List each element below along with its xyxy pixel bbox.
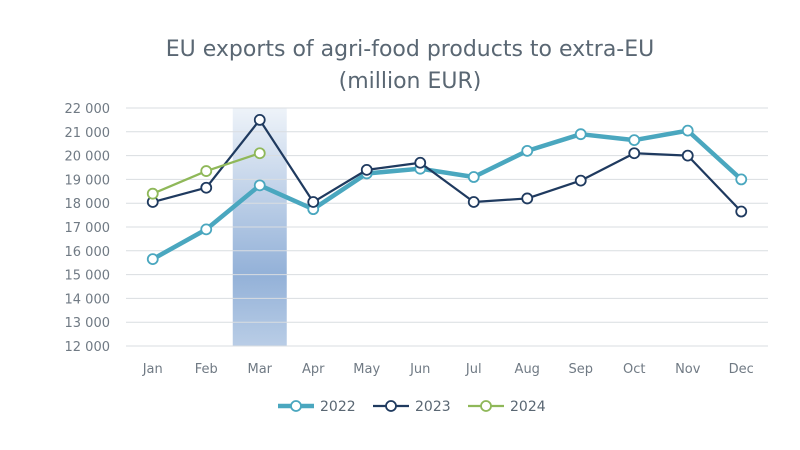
x-tick-label: Jul bbox=[465, 362, 482, 377]
legend-item-2022: 2022 bbox=[278, 399, 356, 415]
legend-swatch-marker bbox=[480, 400, 492, 412]
x-tick-label: Apr bbox=[302, 362, 325, 377]
x-tick-label: Nov bbox=[675, 362, 701, 377]
data-point bbox=[467, 171, 480, 183]
data-point bbox=[681, 124, 694, 137]
chart-subtitle: (million EUR) bbox=[339, 69, 482, 94]
y-tick-label: 13 000 bbox=[65, 316, 111, 331]
data-point bbox=[307, 196, 320, 208]
legend-label: 2022 bbox=[320, 399, 356, 415]
data-point bbox=[628, 134, 641, 147]
y-tick-label: 21 000 bbox=[65, 126, 111, 141]
data-point bbox=[414, 156, 427, 169]
y-tick-label: 15 000 bbox=[65, 269, 111, 284]
legend-item-2024: 2024 bbox=[468, 399, 546, 415]
data-point bbox=[253, 114, 266, 126]
legend-item-2023: 2023 bbox=[373, 399, 451, 415]
y-tick-label: 19 000 bbox=[65, 173, 111, 188]
x-tick-label: May bbox=[353, 362, 380, 377]
data-point bbox=[200, 223, 213, 236]
y-tick-label: 12 000 bbox=[65, 340, 111, 355]
y-tick-label: 16 000 bbox=[65, 245, 111, 260]
gridlines bbox=[126, 107, 768, 347]
data-point bbox=[253, 179, 266, 192]
x-tick-label: Jan bbox=[142, 362, 163, 377]
x-tick-label: Dec bbox=[729, 362, 754, 377]
data-point bbox=[360, 163, 373, 176]
x-axis: Jan Feb Mar Apr May Jun Jul Aug Sep Oct Nov Dec bbox=[142, 362, 754, 377]
legend-swatch-marker bbox=[290, 400, 302, 412]
y-tick-label: 14 000 bbox=[65, 292, 111, 307]
series-2023 bbox=[146, 114, 748, 218]
legend-label: 2023 bbox=[415, 399, 451, 415]
x-tick-label: Jun bbox=[409, 362, 430, 377]
data-point bbox=[200, 165, 213, 177]
data-point bbox=[735, 173, 748, 186]
data-point bbox=[574, 128, 587, 141]
y-tick-label: 17 000 bbox=[65, 221, 111, 236]
series-2024 bbox=[146, 147, 266, 200]
y-axis: 12 000 13 000 14 000 15 000 16 000 17 000 18 0… bbox=[65, 102, 111, 355]
data-point bbox=[146, 253, 159, 266]
legend-swatch-marker bbox=[385, 400, 397, 412]
legend-label: 2024 bbox=[510, 399, 546, 415]
y-tick-label: 22 000 bbox=[65, 102, 111, 117]
legend: 2022 2023 2024 bbox=[278, 399, 546, 415]
series-line-2022 bbox=[151, 128, 743, 262]
x-tick-label: Sep bbox=[568, 362, 593, 377]
x-tick-label: Aug bbox=[515, 362, 540, 377]
chart-title: EU exports of agri-food products to extr… bbox=[166, 37, 655, 62]
y-tick-label: 20 000 bbox=[65, 150, 111, 165]
data-point bbox=[628, 147, 641, 160]
data-point bbox=[521, 192, 534, 205]
data-point bbox=[146, 187, 159, 200]
data-point bbox=[253, 147, 266, 160]
data-point bbox=[574, 174, 587, 187]
data-point bbox=[735, 205, 748, 218]
x-tick-label: Feb bbox=[195, 362, 218, 377]
x-tick-label: Mar bbox=[247, 362, 272, 377]
y-tick-label: 18 000 bbox=[65, 197, 111, 212]
x-tick-label: Oct bbox=[623, 362, 645, 377]
series-line-2023 bbox=[152, 118, 743, 213]
data-point bbox=[521, 144, 534, 157]
data-point bbox=[467, 196, 480, 208]
data-point bbox=[200, 181, 213, 194]
data-point bbox=[681, 149, 694, 162]
series-layer bbox=[146, 114, 748, 266]
